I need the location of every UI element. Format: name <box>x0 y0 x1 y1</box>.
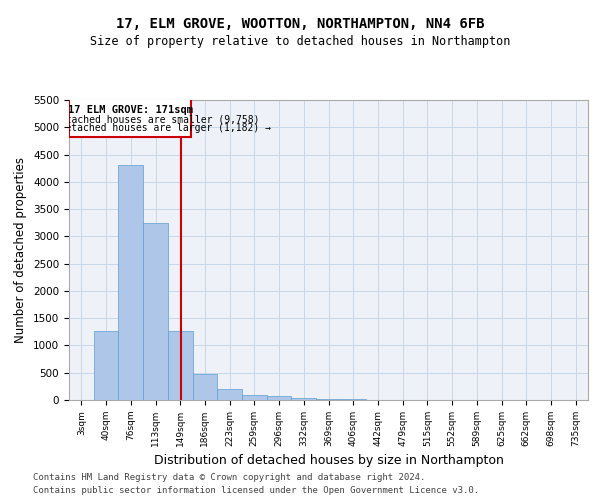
Bar <box>316 399 341 400</box>
Text: Size of property relative to detached houses in Northampton: Size of property relative to detached ho… <box>90 35 510 48</box>
Bar <box>267 396 292 400</box>
Bar <box>242 394 267 400</box>
Bar <box>193 374 217 400</box>
Text: Contains HM Land Registry data © Crown copyright and database right 2024.: Contains HM Land Registry data © Crown c… <box>33 472 425 482</box>
Text: 17, ELM GROVE, WOOTTON, NORTHAMPTON, NN4 6FB: 17, ELM GROVE, WOOTTON, NORTHAMPTON, NN4… <box>116 18 484 32</box>
Text: 17 ELM GROVE: 171sqm: 17 ELM GROVE: 171sqm <box>68 105 193 115</box>
Bar <box>168 332 193 400</box>
Y-axis label: Number of detached properties: Number of detached properties <box>14 157 28 343</box>
Text: Contains public sector information licensed under the Open Government Licence v3: Contains public sector information licen… <box>33 486 479 495</box>
Bar <box>143 222 168 400</box>
Text: ← 89% of detached houses are smaller (9,758): ← 89% of detached houses are smaller (9,… <box>1 114 259 124</box>
Bar <box>217 389 242 400</box>
Text: 11% of semi-detached houses are larger (1,182) →: 11% of semi-detached houses are larger (… <box>0 124 271 134</box>
Bar <box>292 398 316 400</box>
Bar <box>94 332 118 400</box>
Bar <box>118 166 143 400</box>
Bar <box>69 89 191 137</box>
X-axis label: Distribution of detached houses by size in Northampton: Distribution of detached houses by size … <box>154 454 503 468</box>
